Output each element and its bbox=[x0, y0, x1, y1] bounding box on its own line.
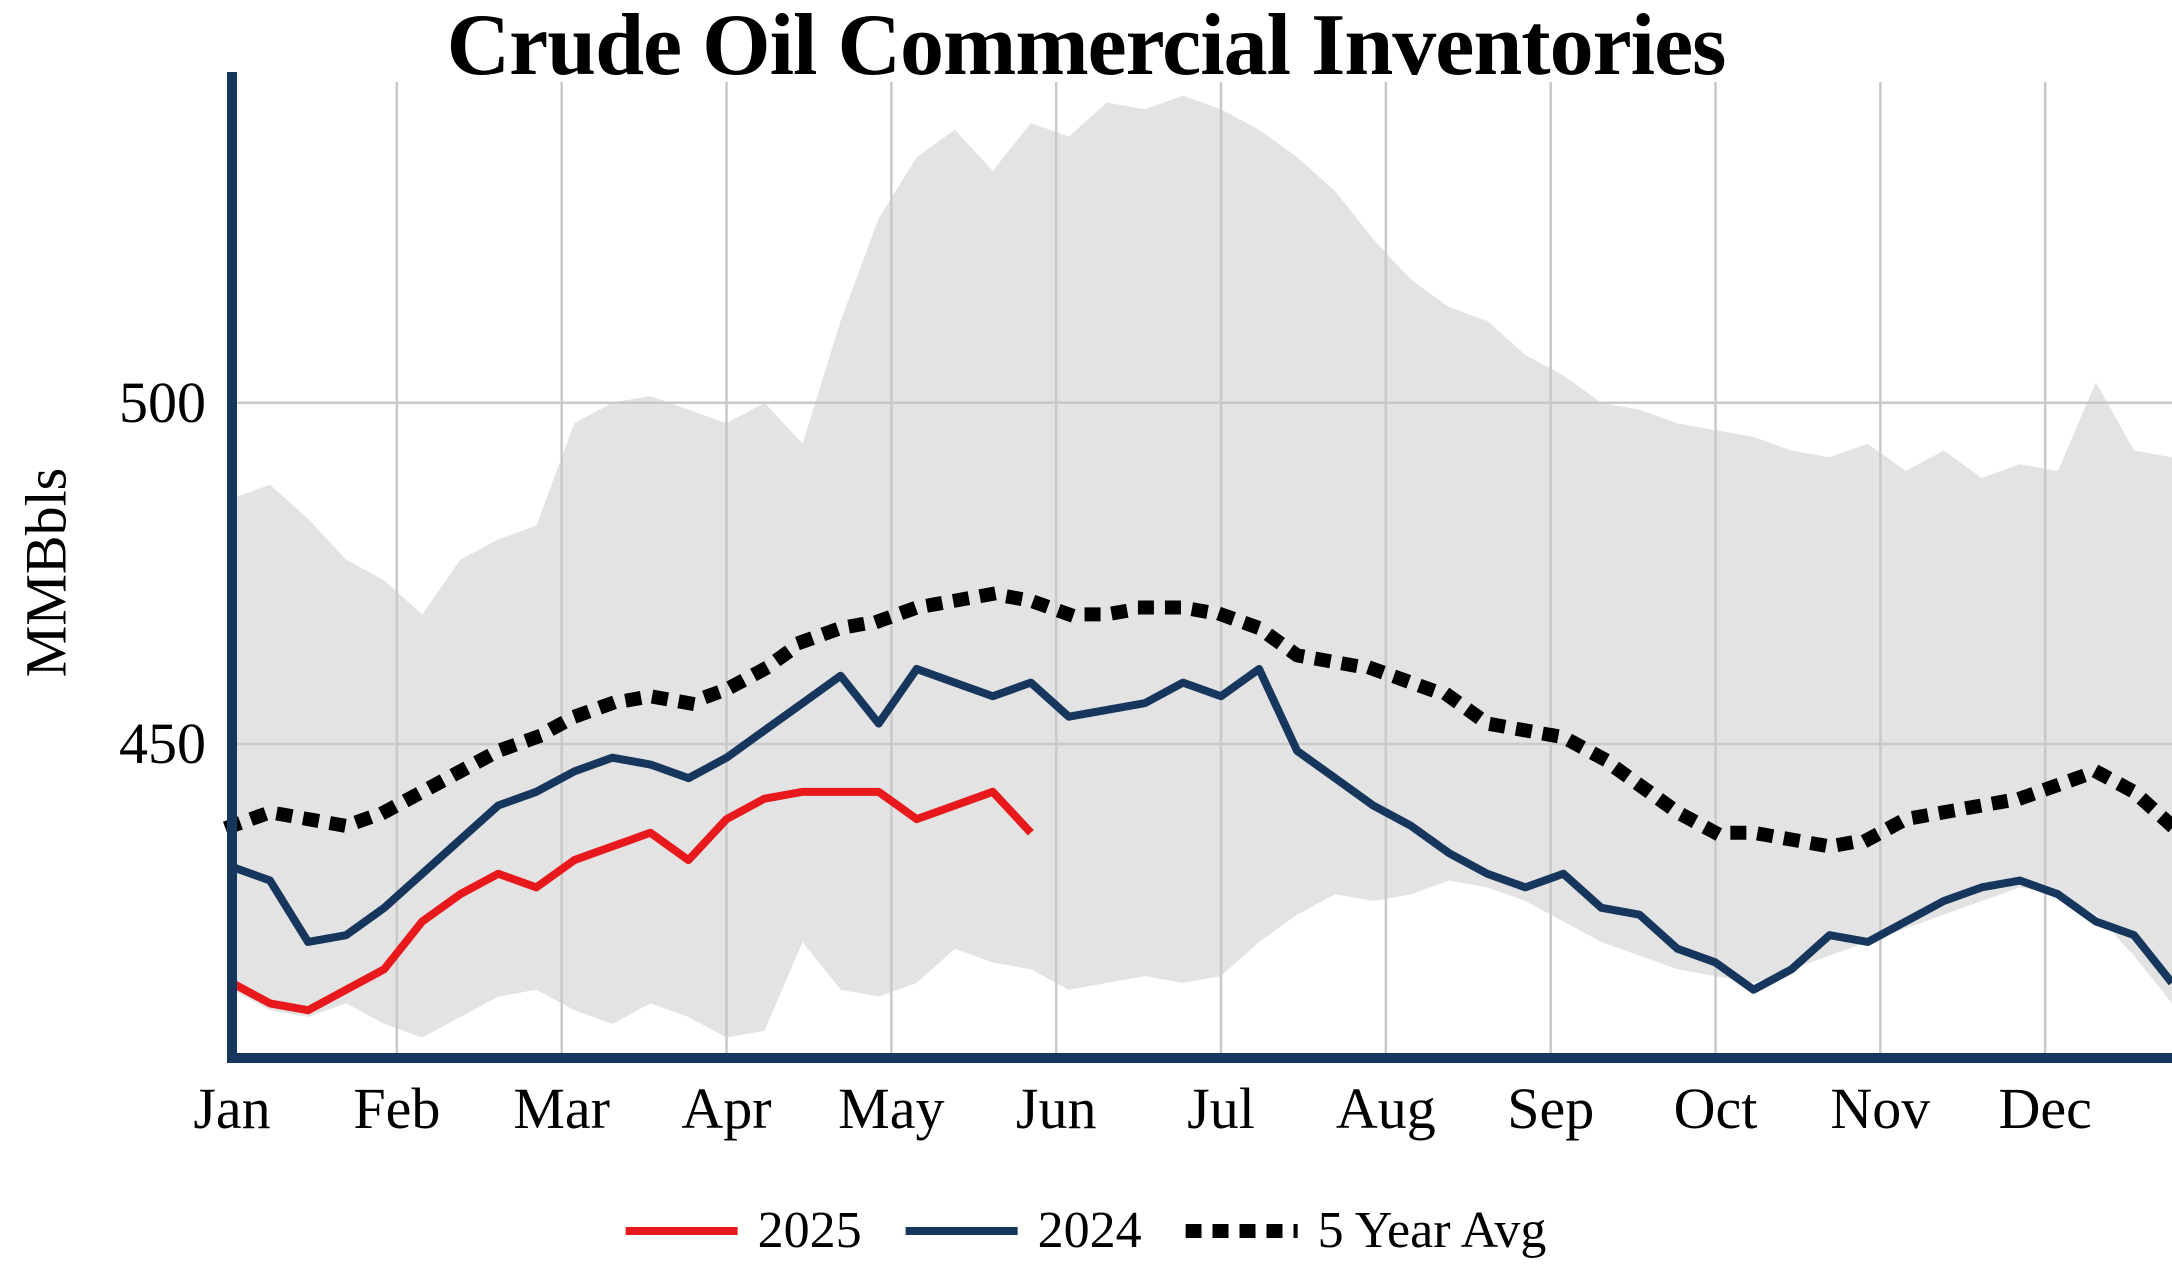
legend-label-2025: 2025 bbox=[757, 1202, 862, 1259]
x-tick-label-oct: Oct bbox=[1674, 1076, 1758, 1141]
x-tick-label-jun: Jun bbox=[1016, 1076, 1097, 1141]
series-2024-line bbox=[230, 664, 2172, 994]
legend-item-5-year-avg: 5 Year Avg bbox=[1185, 1201, 1547, 1260]
x-tick-label-may: May bbox=[838, 1076, 944, 1141]
x-tick-label-jul: Jul bbox=[1187, 1076, 1255, 1141]
x-tick-label-mar: Mar bbox=[513, 1076, 610, 1141]
x-tick-label-aug: Aug bbox=[1336, 1076, 1436, 1141]
legend-label-2024: 2024 bbox=[1037, 1202, 1142, 1259]
legend-swatch-2024 bbox=[905, 1226, 1018, 1235]
x-tick-label-apr: Apr bbox=[681, 1076, 771, 1141]
legend-item-2024: 2024 bbox=[905, 1201, 1142, 1260]
series-5-year-avg-line bbox=[223, 586, 2172, 854]
x-tick-label-nov: Nov bbox=[1830, 1076, 1930, 1141]
x-tick-label-sep: Sep bbox=[1507, 1076, 1594, 1141]
x-tick-label-feb: Feb bbox=[353, 1076, 440, 1141]
x-tick-label-dec: Dec bbox=[1999, 1076, 2092, 1141]
five-year-range-band bbox=[232, 95, 2172, 1038]
legend-item-2025: 2025 bbox=[625, 1201, 862, 1260]
y-tick-label-500: 500 bbox=[119, 370, 206, 435]
x-tick-label-jan: Jan bbox=[193, 1076, 270, 1141]
legend: 2025 2024 5 Year Avg bbox=[625, 1201, 1547, 1260]
chart-title: Crude Oil Commercial Inventories bbox=[446, 0, 1727, 94]
y-tick-label-450: 450 bbox=[119, 711, 206, 776]
series-2025-line bbox=[230, 787, 1034, 1015]
legend-label-5-year-avg: 5 Year Avg bbox=[1317, 1202, 1547, 1259]
legend-swatch-2025 bbox=[625, 1226, 738, 1235]
legend-swatch-5-year-avg bbox=[1185, 1223, 1298, 1238]
